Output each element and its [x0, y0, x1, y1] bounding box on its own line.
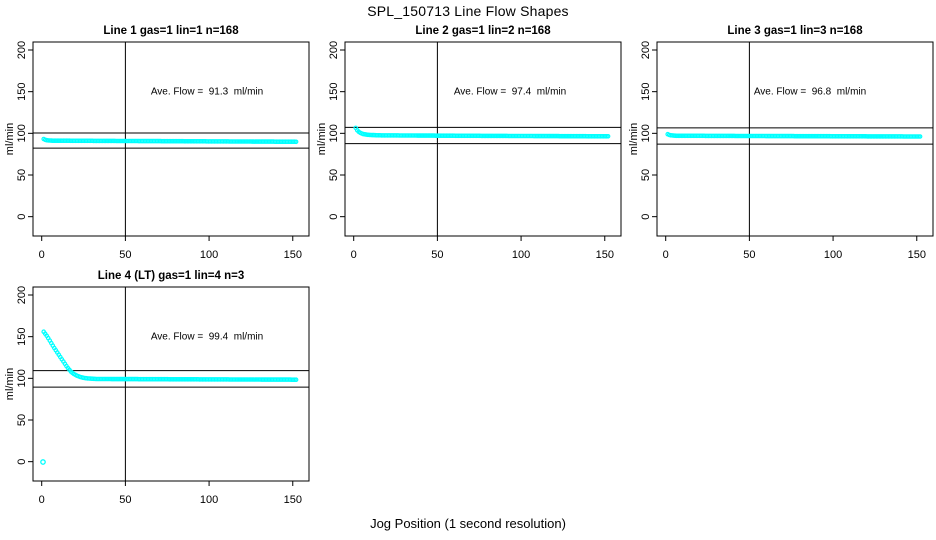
panel-1-y-axis-label: ml/min [4, 122, 16, 156]
data-point [605, 134, 611, 139]
y-tick-label: 200 [16, 286, 28, 304]
x-tick-label: 150 [596, 249, 614, 261]
y-tick-label: 0 [16, 459, 28, 465]
y-tick-label: 200 [16, 41, 28, 59]
figure-x-axis-label: Jog Position (1 second resolution) [370, 516, 566, 531]
panel-3-ave-flow-annotation: Ave. Flow = 96.8 ml/min [753, 86, 867, 98]
x-tick-label: 100 [200, 494, 218, 506]
x-tick-label: 50 [743, 249, 755, 261]
x-tick-label: 100 [512, 249, 530, 261]
panel-box [32, 286, 310, 482]
data-point [917, 134, 923, 139]
y-tick-label: 0 [328, 214, 340, 220]
y-tick-label: 50 [640, 169, 652, 181]
panel-box [32, 41, 310, 237]
y-tick-label: 150 [16, 327, 28, 345]
panel-3-y-axis-label: ml/min [628, 122, 640, 156]
x-tick-label: 100 [824, 249, 842, 261]
panel-4-title: Line 4 (LT) gas=1 lin=4 n=3 [97, 270, 245, 282]
panel-1-title: Line 1 gas=1 lin=1 n=168 [103, 25, 239, 37]
panel-4-ave-flow-annotation: Ave. Flow = 99.4 ml/min [150, 331, 264, 343]
x-tick-label: 150 [284, 494, 302, 506]
panel-box [344, 41, 622, 237]
x-tick-label: 0 [39, 494, 45, 506]
y-tick-label: 50 [328, 169, 340, 181]
y-tick-label: 50 [16, 169, 28, 181]
x-tick-label: 0 [351, 249, 357, 261]
y-tick-label: 150 [640, 82, 652, 100]
data-point [293, 139, 299, 145]
panel-2-title: Line 2 gas=1 lin=2 n=168 [415, 25, 551, 37]
x-tick-label: 50 [119, 494, 131, 506]
x-tick-label: 100 [200, 249, 218, 261]
panel-3-title: Line 3 gas=1 lin=3 n=168 [727, 25, 863, 37]
x-tick-label: 150 [284, 249, 302, 261]
data-point-outlier [40, 459, 46, 465]
y-tick-label: 100 [16, 124, 28, 142]
panel-2-y-axis-label: ml/min [316, 122, 328, 156]
panel-2-ave-flow-annotation: Ave. Flow = 97.4 ml/min [453, 86, 567, 98]
data-point [293, 377, 299, 383]
y-tick-label: 200 [328, 41, 340, 59]
panel-1-ave-flow-annotation: Ave. Flow = 91.3 ml/min [150, 86, 264, 98]
figure-title: SPL_150713 Line Flow Shapes [367, 3, 569, 19]
y-tick-label: 100 [640, 124, 652, 142]
x-tick-label: 150 [908, 249, 926, 261]
y-tick-label: 100 [16, 369, 28, 387]
panel-4-y-axis-label: ml/min [4, 367, 16, 401]
y-tick-label: 50 [16, 414, 28, 426]
y-tick-label: 150 [16, 82, 28, 100]
x-tick-label: 50 [431, 249, 443, 261]
y-tick-label: 150 [328, 82, 340, 100]
y-tick-label: 200 [640, 41, 652, 59]
y-tick-label: 0 [16, 214, 28, 220]
y-tick-label: 0 [640, 214, 652, 220]
x-tick-label: 0 [39, 249, 45, 261]
x-tick-label: 50 [119, 249, 131, 261]
y-tick-label: 100 [328, 124, 340, 142]
x-tick-label: 0 [663, 249, 669, 261]
panel-box [656, 41, 934, 237]
